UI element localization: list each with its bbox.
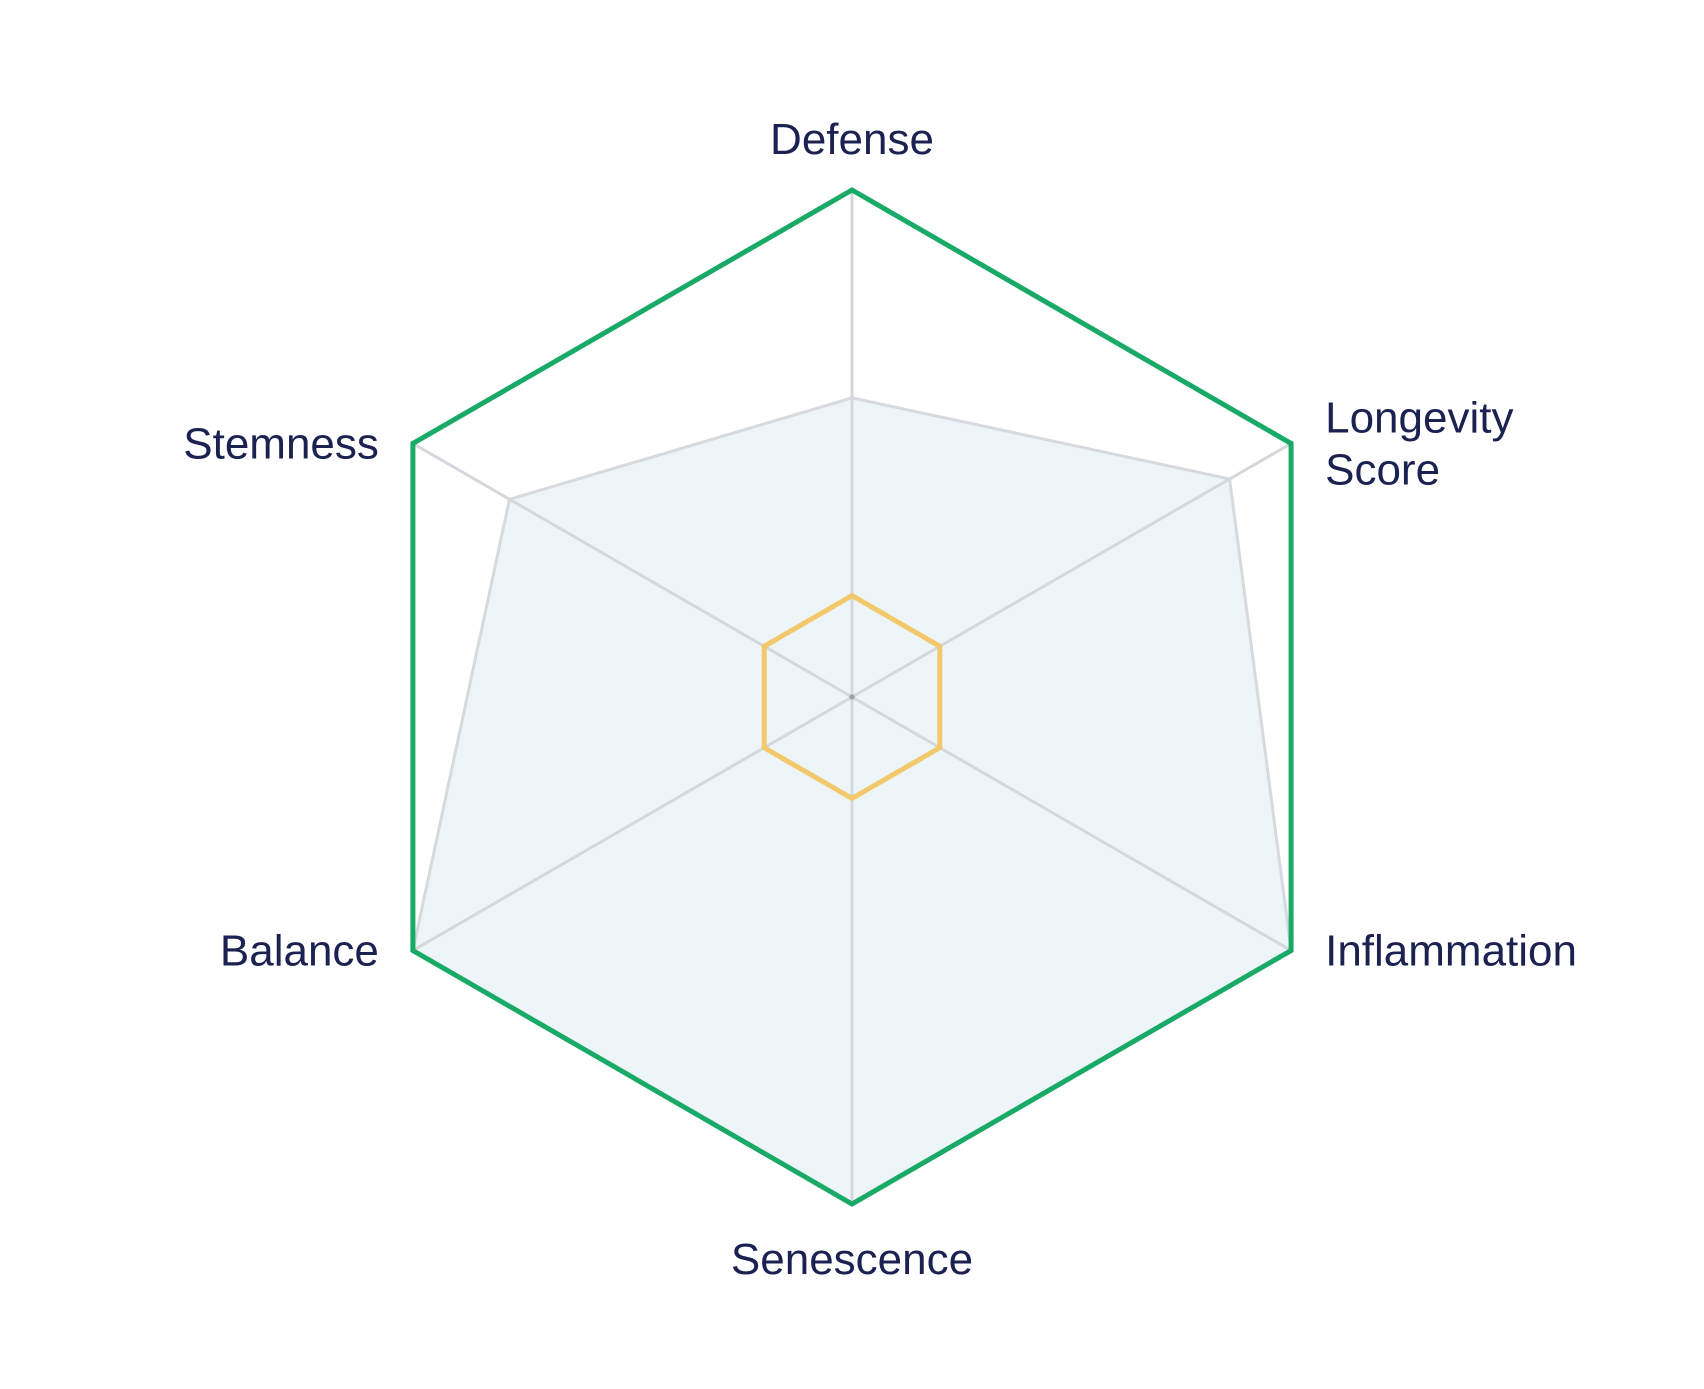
spoke-balance [412,695,853,952]
spoke-longevity_score [851,442,1292,699]
series-inner-polygon [761,592,943,802]
axis-label-senescence: Senescence [731,1235,973,1284]
axis-label-defense: Defense [770,115,934,164]
axis-label-inflammation: Inflammation [1325,927,1577,976]
axis-label-line: Stemness [183,420,379,469]
ring-layer [410,187,1294,1207]
spoke-layer [412,190,1292,1204]
axis-label-line: Defense [770,115,934,164]
spoke-inflammation [851,695,1292,952]
series-outer-polygon [410,187,1294,1207]
axis-label-longevity_score: Longevity Score [1325,394,1513,495]
axis-label-line: Score [1325,446,1440,495]
center-point [849,694,855,700]
axis-label-line: Senescence [731,1235,973,1284]
axis-label-line: Balance [220,927,379,976]
axis-label-line: Inflammation [1325,927,1577,976]
axis-label-line: Longevity [1325,394,1513,443]
spoke-stemness [412,442,853,699]
axis-label-balance: Balance [220,927,379,976]
axis-label-stemness: Stemness [183,420,379,469]
label-layer: Defense Longevity Score Inflammation Senesce… [183,115,1577,1284]
